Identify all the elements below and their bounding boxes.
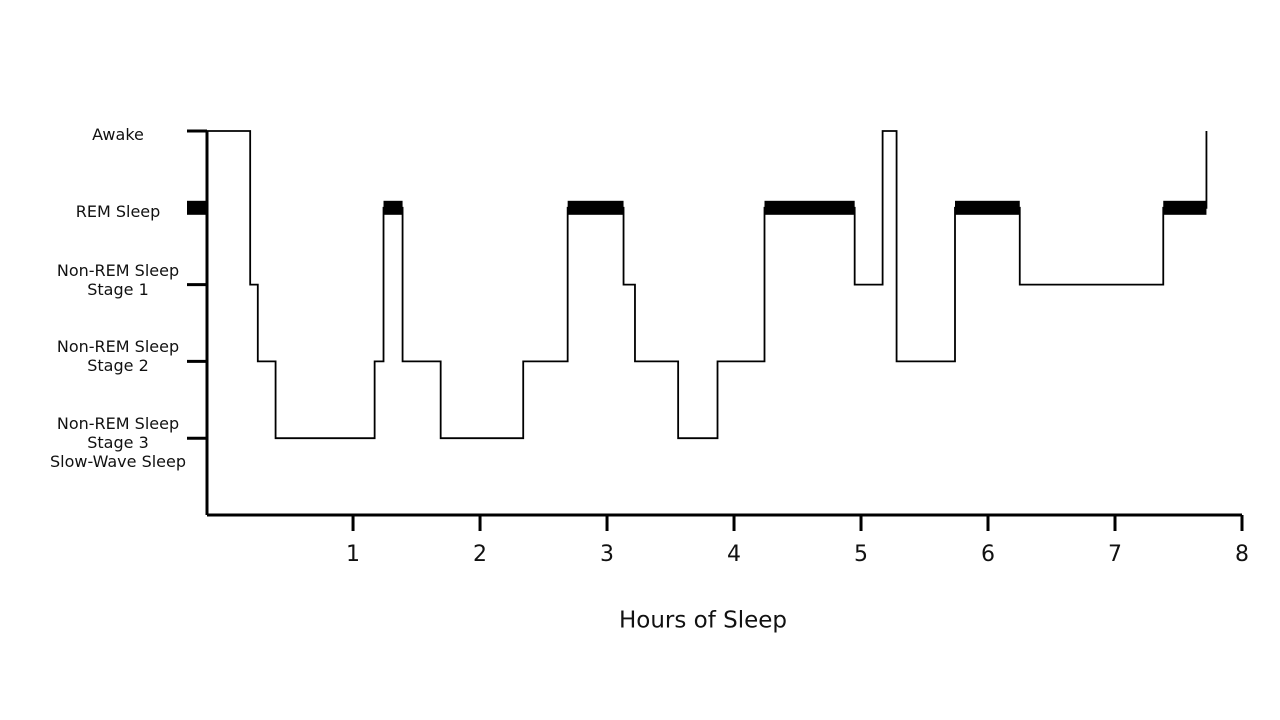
rem-bar [764, 200, 855, 215]
y-tick-label: Non-REM Sleep Stage 1 [56, 260, 180, 299]
y-tick-label: REM Sleep [75, 201, 161, 221]
y-tick-label: Non-REM Sleep Stage 2 [56, 337, 180, 376]
rem-bar [1163, 200, 1207, 215]
x-tick-label: 3 [600, 542, 614, 567]
sleep-stage-line [207, 130, 1208, 440]
x-tick-label: 5 [854, 542, 868, 567]
y-tick-label: Awake [92, 125, 144, 144]
rem-bar [383, 200, 403, 215]
x-tick-label: 6 [981, 542, 995, 567]
x-tick-label: 2 [473, 542, 487, 567]
x-axis-label: Hours of Sleep [619, 608, 787, 634]
y-tick-label: Non-REM Sleep Stage 3 Slow-Wave Sleep [49, 414, 187, 472]
x-tick-label: 1 [346, 542, 360, 567]
rem-bar [567, 200, 624, 215]
rem-bar [954, 200, 1020, 215]
x-tick-label: 8 [1235, 542, 1249, 567]
x-tick-label: 4 [727, 542, 741, 567]
y-tick [187, 200, 207, 215]
x-tick-label: 7 [1108, 542, 1122, 567]
